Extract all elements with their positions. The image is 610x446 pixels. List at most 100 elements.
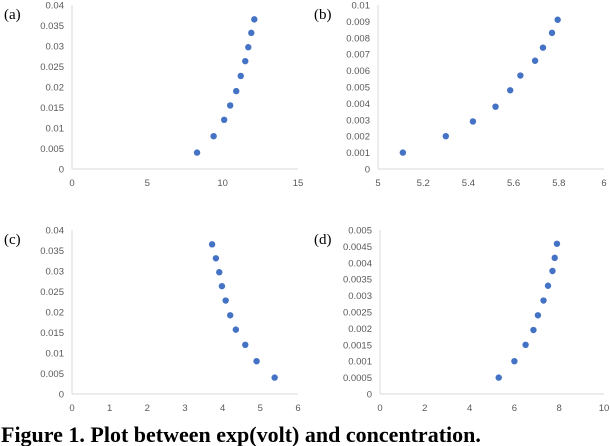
y-tick-label: 0.035 xyxy=(40,246,64,257)
scatter-panel: (d) 0 0.0005 0.001 0.0015 0.002 0.0025 0.003 0.0… xyxy=(314,226,609,415)
y-tick-label: 0.035 xyxy=(40,21,64,32)
x-tick-label: 6 xyxy=(512,403,517,414)
x-tick-label: 15 xyxy=(293,178,304,189)
figure-caption: Figure 1. Plot between exp(volt) and con… xyxy=(1,422,481,446)
scatter-panel: (b) 0 0.001 0.002 0.003 0.004 0.005 0.006 0.007 0… xyxy=(314,1,607,190)
data-point xyxy=(469,118,477,125)
y-tick-label: 0.003 xyxy=(348,291,372,302)
y-tick-label: 0.02 xyxy=(46,83,65,94)
panel-label: (c) xyxy=(4,232,21,248)
x-tick-label: 3 xyxy=(182,403,187,414)
data-point xyxy=(534,312,542,319)
y-tick-label: 0.0035 xyxy=(343,275,372,286)
y-tick-label: 0.02 xyxy=(46,308,65,319)
data-point xyxy=(222,297,229,304)
panels-group: (a)00.0050.010.0150.020.0250.030.0350.04… xyxy=(4,1,609,415)
data-point xyxy=(237,72,244,80)
x-tick-label: 2 xyxy=(422,403,427,414)
data-point xyxy=(245,44,252,51)
y-tick-label: 0.01 xyxy=(46,349,65,360)
y-tick-label: 0.006 xyxy=(346,66,370,77)
y-tick-label: 0.002 xyxy=(346,132,370,143)
x-tick-label: 2 xyxy=(145,403,150,414)
x-tick-label: 5.8 xyxy=(552,178,565,189)
x-tick-label: 10 xyxy=(217,178,228,189)
y-tick-label: 0.03 xyxy=(46,267,65,278)
y-tick-label: 0.001 xyxy=(348,357,372,368)
y-tick-label: 0.007 xyxy=(346,50,370,61)
data-point xyxy=(507,87,514,94)
panel-label: (a) xyxy=(4,7,21,23)
x-tick-label: 5 xyxy=(258,403,263,414)
x-tick-label: 5.2 xyxy=(417,178,430,189)
x-tick-label: 4 xyxy=(220,403,225,414)
data-point xyxy=(530,326,537,334)
panel-label: (d) xyxy=(314,232,332,248)
y-tick-label: 0.01 xyxy=(46,124,65,135)
data-point xyxy=(522,341,529,348)
data-point xyxy=(233,87,240,95)
x-tick-label: 5.6 xyxy=(507,178,520,189)
y-tick-label: 0.005 xyxy=(40,144,64,155)
data-point xyxy=(232,326,240,333)
data-point xyxy=(193,149,201,156)
data-point xyxy=(554,16,561,23)
y-tick-label: 0.03 xyxy=(46,42,65,53)
y-tick-label: 0.0025 xyxy=(343,308,372,319)
y-tick-label: 0.005 xyxy=(346,83,370,94)
y-tick-label: 0.01 xyxy=(352,1,371,12)
y-tick-label: 0 xyxy=(367,390,372,401)
x-tick-label: 0 xyxy=(69,403,74,414)
y-tick-label: 0 xyxy=(365,165,370,176)
y-tick-label: 0 xyxy=(59,165,64,176)
data-point xyxy=(218,282,226,290)
y-tick-label: 0.002 xyxy=(348,324,372,335)
x-tick-label: 4 xyxy=(467,403,472,414)
data-point xyxy=(399,149,407,156)
y-tick-label: 0.04 xyxy=(46,1,65,12)
data-point xyxy=(549,267,556,275)
panel-label: (b) xyxy=(314,7,332,23)
x-tick-label: 5.4 xyxy=(462,178,475,189)
data-point xyxy=(227,312,234,319)
data-point xyxy=(551,254,558,262)
y-tick-label: 0.025 xyxy=(40,287,64,298)
data-point xyxy=(271,374,278,381)
x-tick-label: 6 xyxy=(601,178,606,189)
data-point xyxy=(495,374,502,381)
data-point xyxy=(212,255,220,262)
data-point xyxy=(492,103,499,110)
y-tick-label: 0.008 xyxy=(346,33,370,44)
scatter-panel: (c) 0 0.005 0.01 0.015 0.02 0.025 0.03 0.035 0.04… xyxy=(4,226,301,415)
data-point xyxy=(531,57,539,64)
x-tick-label: 8 xyxy=(557,403,562,414)
data-point xyxy=(210,133,217,140)
data-point xyxy=(544,282,552,289)
x-tick-label: 10 xyxy=(599,403,610,414)
x-tick-label: 5 xyxy=(145,178,150,189)
y-tick-label: 0.015 xyxy=(40,103,64,114)
x-tick-label: 5 xyxy=(375,178,380,189)
data-point xyxy=(553,240,561,247)
x-tick-label: 6 xyxy=(295,403,300,414)
y-tick-label: 0.025 xyxy=(40,62,64,73)
y-tick-label: 0.0015 xyxy=(343,340,372,351)
data-point xyxy=(442,133,449,140)
y-tick-label: 0.004 xyxy=(348,258,372,269)
data-point xyxy=(216,269,223,276)
data-point xyxy=(539,44,547,51)
scatter-panel: (a) 0 0.005 0.01 0.015 0.02 0.025 0.03 0.035 0.04… xyxy=(4,1,303,190)
data-point xyxy=(242,341,249,348)
data-point xyxy=(242,57,249,65)
y-tick-label: 0.001 xyxy=(346,148,370,159)
x-tick-label: 0 xyxy=(69,178,74,189)
data-point xyxy=(208,241,216,248)
y-tick-label: 0 xyxy=(59,390,64,401)
data-point xyxy=(227,102,234,109)
y-tick-label: 0.003 xyxy=(346,115,370,126)
y-tick-label: 0.015 xyxy=(40,328,64,339)
x-tick-label: 1 xyxy=(107,403,112,414)
data-point xyxy=(248,29,255,37)
x-tick-label: 0 xyxy=(377,403,382,414)
